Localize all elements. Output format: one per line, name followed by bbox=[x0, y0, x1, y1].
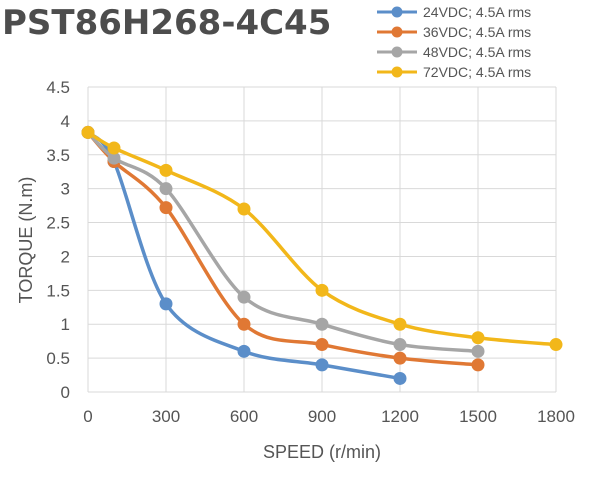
data-point bbox=[81, 125, 95, 139]
legend-swatch-marker bbox=[391, 46, 403, 58]
legend-label: 72VDC; 4.5A rms bbox=[423, 64, 531, 80]
x-tick-label: 900 bbox=[308, 407, 336, 426]
data-point bbox=[237, 317, 251, 331]
legend-swatch-marker bbox=[391, 26, 403, 38]
x-tick-labels: 0 300 600 900 1200 1500 1800 bbox=[83, 407, 575, 426]
y-tick-label: 1 bbox=[61, 315, 70, 334]
data-point bbox=[107, 151, 121, 165]
legend-item: 48VDC; 4.5A rms bbox=[377, 44, 531, 60]
data-point bbox=[237, 344, 251, 358]
data-point bbox=[159, 182, 173, 196]
data-point bbox=[237, 290, 251, 304]
x-tick-label: 300 bbox=[152, 407, 180, 426]
legend-swatch-marker bbox=[391, 6, 403, 18]
x-tick-label: 600 bbox=[230, 407, 258, 426]
y-tick-label: 0.5 bbox=[46, 349, 70, 368]
series-line bbox=[86, 130, 480, 354]
y-tick-label: 4 bbox=[61, 112, 70, 131]
data-point bbox=[315, 317, 329, 331]
data-point bbox=[393, 338, 407, 352]
x-tick-label: 1800 bbox=[537, 407, 575, 426]
y-tick-label: 3.5 bbox=[46, 146, 70, 165]
series-4 bbox=[81, 125, 563, 352]
data-point bbox=[315, 358, 329, 372]
legend-item: 72VDC; 4.5A rms bbox=[377, 64, 531, 80]
y-tick-label: 3 bbox=[61, 180, 70, 199]
data-point bbox=[237, 202, 251, 216]
legend-label: 24VDC; 4.5A rms bbox=[423, 4, 531, 20]
x-axis-label: SPEED (r/min) bbox=[263, 442, 381, 462]
data-point bbox=[159, 201, 173, 215]
chart-title: PST86H268-4C45 bbox=[2, 3, 332, 43]
data-point bbox=[159, 163, 173, 177]
data-point bbox=[315, 283, 329, 297]
legend-item: 24VDC; 4.5A rms bbox=[377, 4, 531, 20]
legend-label: 36VDC; 4.5A rms bbox=[423, 24, 531, 40]
data-point bbox=[107, 141, 121, 155]
y-tick-label: 4.5 bbox=[46, 78, 70, 97]
y-tick-label: 1.5 bbox=[46, 281, 70, 300]
y-tick-label: 0 bbox=[61, 383, 70, 402]
series-line bbox=[86, 130, 558, 347]
x-tick-label: 1200 bbox=[381, 407, 419, 426]
data-point bbox=[471, 331, 485, 345]
y-tick-labels: 0 0.5 1 1.5 2 2.5 3 3.5 4 4.5 bbox=[46, 78, 70, 402]
x-tick-label: 1500 bbox=[459, 407, 497, 426]
data-point bbox=[393, 371, 407, 385]
y-tick-label: 2 bbox=[61, 247, 70, 266]
series-lines bbox=[81, 125, 563, 385]
data-point bbox=[471, 358, 485, 372]
legend-item: 36VDC; 4.5A rms bbox=[377, 24, 531, 40]
data-point bbox=[393, 317, 407, 331]
y-axis-label: TORQUE (N.m) bbox=[16, 177, 36, 304]
y-tick-label: 2.5 bbox=[46, 214, 70, 233]
legend-label: 48VDC; 4.5A rms bbox=[423, 44, 531, 60]
legend: 24VDC; 4.5A rms 36VDC; 4.5A rms 48VDC; 4.5… bbox=[377, 4, 531, 80]
data-point bbox=[549, 338, 563, 352]
data-point bbox=[471, 344, 485, 358]
data-point bbox=[393, 351, 407, 365]
x-tick-label: 0 bbox=[83, 407, 92, 426]
data-point bbox=[315, 338, 329, 352]
data-point bbox=[159, 297, 173, 311]
legend-swatch-marker bbox=[391, 66, 403, 78]
